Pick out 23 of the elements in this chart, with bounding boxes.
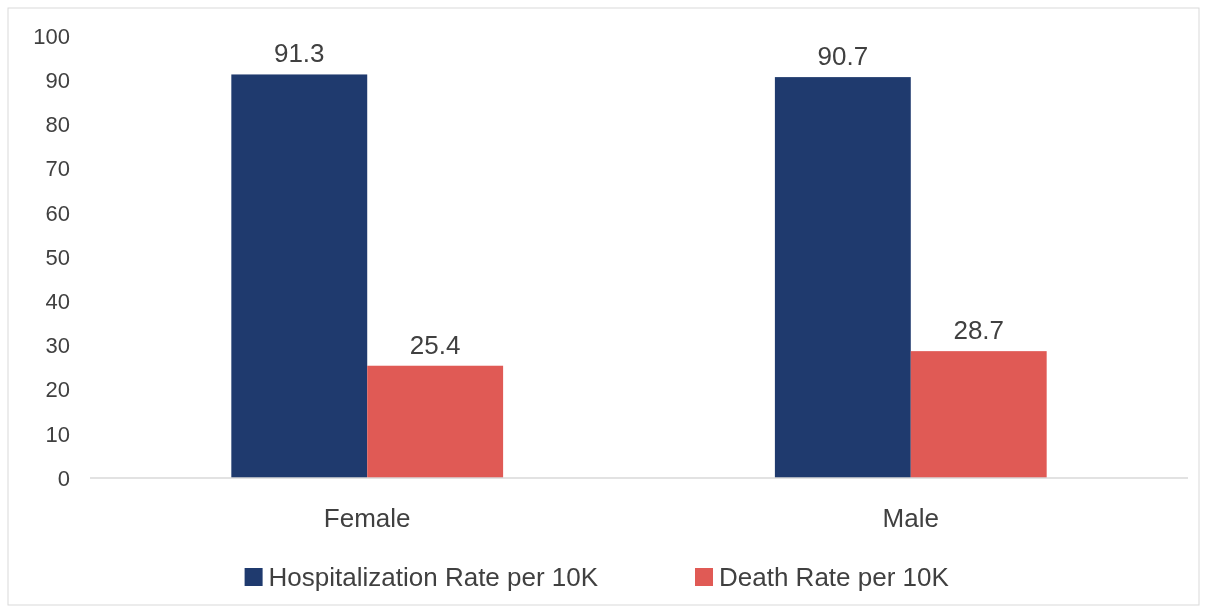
bar <box>231 74 368 478</box>
data-label: 28.7 <box>953 315 1005 346</box>
legend-label: Hospitalization Rate per 10K <box>268 562 599 593</box>
y-tick-label: 90 <box>45 67 70 93</box>
bar <box>367 365 504 478</box>
bar <box>910 351 1047 478</box>
y-tick-label: 20 <box>45 377 70 403</box>
x-tick-label: Male <box>882 503 939 533</box>
y-tick-label: 10 <box>45 421 70 447</box>
y-tick-label: 70 <box>45 156 70 182</box>
bar <box>774 77 911 478</box>
data-label: 25.4 <box>409 329 461 360</box>
y-tick-label: 30 <box>45 333 70 359</box>
y-tick-label: 0 <box>57 465 70 491</box>
y-tick-label: 50 <box>45 244 70 270</box>
legend-label: Death Rate per 10K <box>719 562 950 593</box>
x-tick-label: Female <box>323 503 411 533</box>
y-tick-label: 60 <box>45 200 70 226</box>
y-tick-label: 80 <box>45 112 70 138</box>
y-tick-label: 100 <box>33 23 70 49</box>
data-label: 90.7 <box>817 41 869 72</box>
data-label: 91.3 <box>273 38 325 69</box>
y-tick-label: 40 <box>45 288 70 314</box>
